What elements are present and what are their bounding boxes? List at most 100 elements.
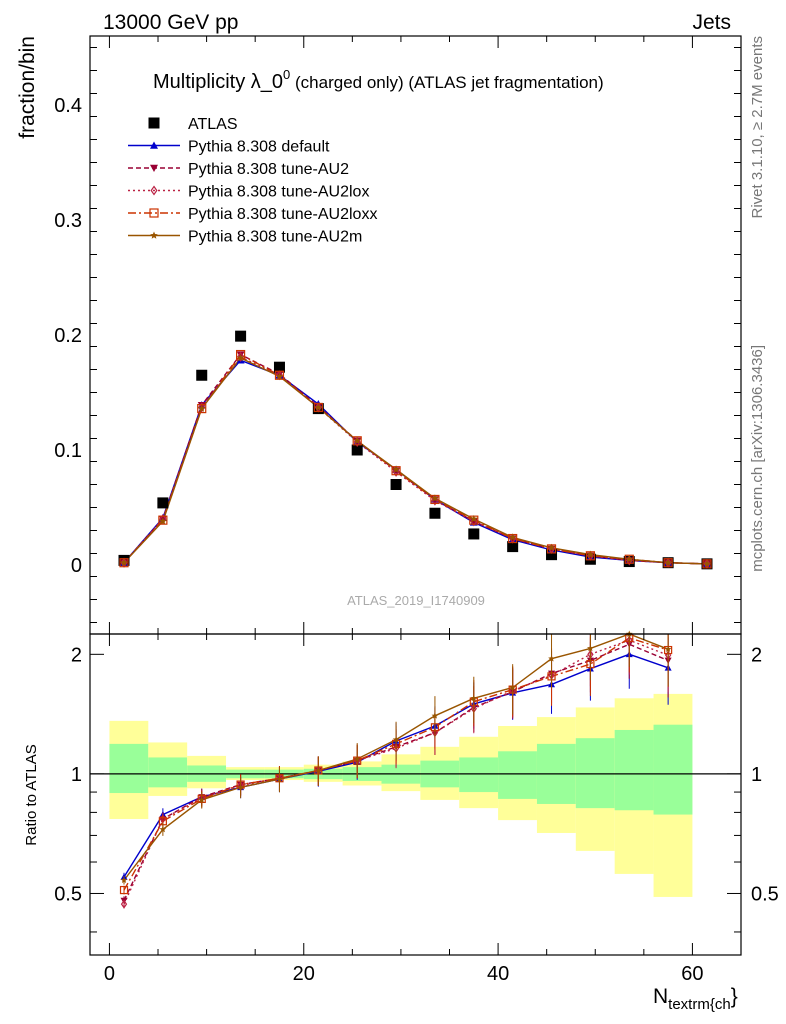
series-point-ratio (509, 684, 516, 691)
legend-item: Pythia 8.308 tune-AU2m (128, 229, 362, 246)
legend-label: Pythia 8.308 tune-AU2m (188, 229, 362, 246)
chart-title-main: Multiplicity λ_0 (153, 71, 283, 93)
ratio-y-tick-label-right: 2 (751, 644, 762, 666)
band-inner-bin (148, 757, 188, 788)
series-point-main (159, 517, 167, 525)
series-point-main (198, 402, 206, 413)
atlas-data-point (351, 444, 363, 456)
tick-labels: 0 20 40 60 0 0.1 0.2 0.3 0.4 0.5 0.5 1 1 2 2 (54, 95, 779, 985)
series-point-main (197, 404, 207, 414)
axis-ticks (90, 36, 741, 955)
series-point-ratio (159, 825, 167, 833)
atlas-data-point (390, 479, 402, 490)
legend: ATLAS Pythia 8.308 default Pythia 8.308 tu… (128, 116, 377, 246)
series-point-main (120, 558, 128, 566)
x-tick-label: 0 (104, 963, 115, 985)
atlas-data-point (546, 549, 558, 561)
series-point-main (508, 533, 517, 541)
series-point-ratio (353, 755, 361, 762)
series-point-ratio (392, 736, 400, 743)
series-point-ratio (431, 712, 439, 719)
x-axis-label-main: N (653, 985, 668, 1008)
atlas-data-point (273, 361, 285, 373)
series-line-main (123, 356, 708, 565)
header-right-label: Jets (692, 11, 731, 34)
series-point-main (663, 558, 673, 568)
series-point-ratio (470, 694, 478, 702)
series-line-main (123, 359, 708, 565)
legend-label: Pythia 8.308 default (188, 139, 330, 156)
legend-item: Pythia 8.308 tune-AU2lox (128, 184, 369, 201)
ratio-y-tick-label-right: 1 (751, 764, 762, 786)
series-point-main (236, 354, 245, 362)
series-point-main (469, 515, 478, 523)
side-label-top: Rivet 3.1.10, ≥ 2.7M events (749, 36, 766, 219)
atlas-data-point (507, 541, 519, 553)
band-inner-bin (459, 757, 499, 793)
series-point-ratio (120, 876, 128, 884)
series-point-main (586, 550, 595, 558)
header-left-label: 13000 GeV pp (103, 11, 238, 34)
series-point-main (624, 554, 634, 564)
band-inner-bin (614, 729, 654, 811)
y-tick-label: 0.2 (54, 325, 82, 347)
series-point-main (237, 351, 245, 362)
band-inner-bin (653, 724, 693, 815)
series-point-main (275, 372, 284, 380)
series-point-main (352, 436, 362, 446)
y-tick-label: 0.3 (54, 210, 82, 232)
x-axis-label-subscript: textrm{ch (668, 996, 731, 1013)
series-point-ratio (548, 655, 555, 662)
x-axis-label: Ntextrm{ch} (653, 985, 738, 1013)
legend-label: Pythia 8.308 tune-AU2loxx (188, 206, 377, 223)
legend-marker (150, 185, 158, 196)
series-point-ratio (315, 766, 322, 774)
ratio-y-axis-label: Ratio to ATLAS (23, 744, 40, 845)
series-point-main (274, 370, 285, 380)
series-point-ratio (664, 645, 672, 653)
series-line-ratio (123, 639, 669, 905)
series-line-main (123, 357, 708, 565)
series-point-main (158, 515, 168, 525)
plot-frames (89, 35, 742, 956)
watermark-label: ATLAS_2019_I1740909 (347, 593, 485, 608)
ratio-y-tick-label-right: 0.5 (751, 883, 779, 905)
series-point-main (392, 466, 400, 477)
atlas-data-point (157, 497, 169, 509)
legend-item: Pythia 8.308 tune-AU2 (128, 161, 349, 178)
side-label-bottom: mcplots.cern.ch [arXiv:1306.3436] (749, 345, 766, 572)
series-point-ratio (198, 796, 206, 803)
series-point-main (119, 558, 129, 568)
y-tick-label: 0.4 (54, 95, 82, 117)
data-markers (118, 330, 713, 909)
series-point-main (431, 495, 439, 506)
chart-title-rest: (charged only) (ATLAS jet fragmentation) (290, 73, 603, 92)
series-point-main (664, 558, 672, 566)
chart-title: Multiplicity λ_00 (charged only) (ATLAS … (153, 67, 604, 93)
x-tick-label: 20 (293, 963, 315, 985)
series-point-main (314, 403, 323, 411)
legend-label: Pythia 8.308 tune-AU2 (188, 161, 349, 178)
legend-marker (150, 231, 158, 239)
band-inner-bin (109, 743, 149, 794)
series-point-main (431, 494, 439, 502)
series-point-main (702, 559, 712, 569)
ratio-plot-frame (89, 633, 742, 956)
series-point-ratio (119, 885, 129, 895)
chart-title-superscript: 0 (283, 67, 290, 82)
y-axis-label: fraction/bin (16, 36, 39, 139)
legend-item: ATLAS (148, 116, 238, 133)
legend-label: ATLAS (188, 116, 238, 133)
ratio-y-tick-label: 1 (71, 764, 82, 786)
series-point-main (625, 555, 634, 563)
atlas-data-point (429, 507, 441, 519)
legend-marker (149, 208, 159, 218)
series-point-main (353, 436, 362, 445)
series-line-main (123, 353, 708, 565)
ratio-y-tick-label: 2 (71, 644, 82, 666)
x-tick-label: 60 (681, 963, 703, 985)
series-point-ratio (276, 775, 283, 782)
legend-marker (150, 164, 158, 172)
uncertainty-bands (109, 693, 693, 897)
